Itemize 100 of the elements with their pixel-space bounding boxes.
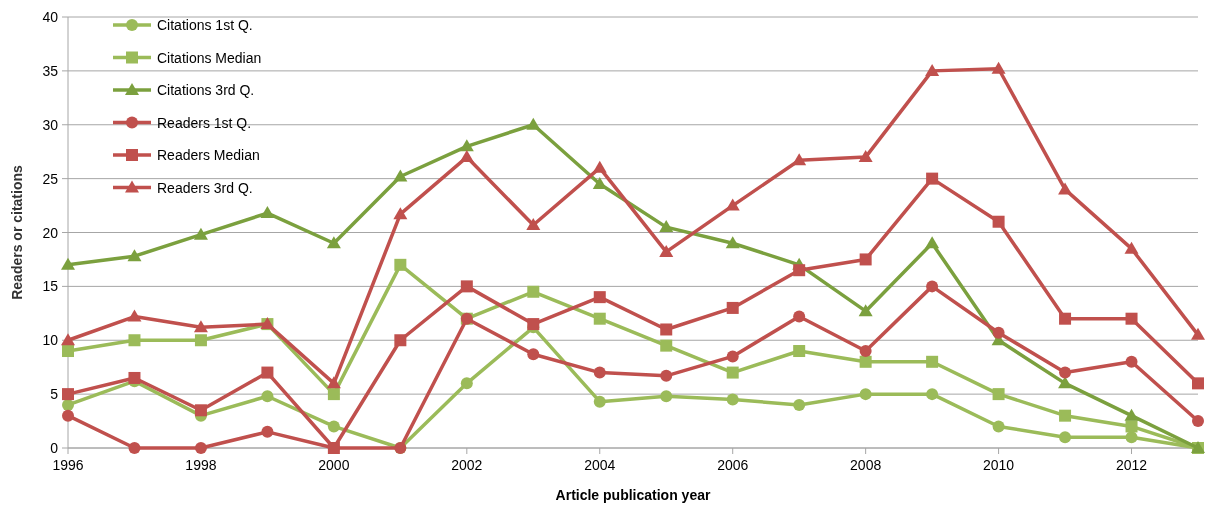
point — [193, 320, 208, 333]
point — [460, 377, 473, 390]
point — [925, 236, 940, 249]
point — [526, 217, 541, 230]
point — [393, 207, 408, 220]
point — [261, 366, 274, 379]
x-tick-label: 2010 — [983, 457, 1015, 473]
x-tick-label: 2008 — [850, 457, 882, 473]
x-tick-label: 2002 — [451, 457, 483, 473]
y-tick-label: 20 — [42, 224, 59, 241]
x-tick-label: 2000 — [318, 457, 350, 473]
y-tick-label: 25 — [42, 170, 59, 187]
point — [592, 160, 607, 173]
point — [459, 139, 474, 152]
point — [593, 395, 606, 408]
point — [793, 264, 806, 277]
point — [62, 388, 74, 401]
point — [326, 236, 341, 249]
point — [128, 334, 141, 347]
y-axis-title: Readers or citations — [9, 164, 25, 300]
legend-label: Citations 1st Q. — [157, 17, 253, 33]
point — [926, 355, 939, 368]
x-tick-label: 1998 — [185, 457, 217, 473]
point — [261, 425, 274, 438]
point — [1125, 355, 1138, 368]
point — [726, 301, 739, 314]
legend-label: Readers 1st Q. — [157, 114, 252, 131]
point — [193, 227, 208, 240]
point — [1058, 182, 1073, 195]
point — [725, 236, 740, 249]
point — [460, 280, 473, 293]
legend-label: Readers 3rd Q. — [157, 179, 253, 196]
point — [527, 348, 540, 361]
point — [1192, 415, 1204, 428]
point — [926, 388, 939, 401]
point — [793, 310, 806, 323]
point — [859, 253, 872, 266]
point — [659, 220, 674, 233]
point — [61, 257, 75, 270]
x-axis-title: Article publication year — [555, 487, 711, 503]
point — [1059, 366, 1072, 379]
point — [1191, 327, 1205, 340]
point — [527, 285, 540, 298]
point — [991, 61, 1006, 74]
point — [792, 153, 807, 166]
point — [127, 309, 142, 322]
point — [128, 442, 141, 454]
point — [992, 326, 1005, 339]
legend-label: Citations 3rd Q. — [157, 82, 255, 98]
point — [394, 334, 407, 347]
point — [1059, 409, 1072, 422]
point — [1125, 420, 1138, 433]
y-tick-label: 10 — [42, 332, 59, 349]
point — [859, 345, 872, 358]
point — [858, 304, 873, 317]
point — [1124, 408, 1139, 421]
point — [459, 150, 474, 163]
point — [992, 388, 1005, 401]
point — [660, 369, 673, 382]
point — [660, 323, 673, 336]
point — [62, 409, 74, 422]
point — [1059, 431, 1072, 444]
point — [326, 376, 341, 389]
point — [1124, 241, 1139, 254]
point — [925, 63, 940, 76]
y-tick-label: 0 — [50, 440, 59, 456]
point — [858, 150, 873, 163]
point — [592, 177, 607, 190]
point — [593, 291, 606, 304]
point — [593, 312, 606, 325]
y-tick-label: 35 — [42, 62, 59, 79]
y-tick-label: 5 — [50, 386, 59, 403]
point — [526, 117, 541, 130]
point — [260, 206, 275, 219]
x-tick-label: 2004 — [584, 457, 616, 473]
point — [394, 258, 407, 271]
point — [327, 420, 340, 433]
point — [194, 442, 207, 454]
point — [261, 390, 274, 403]
point — [393, 169, 408, 182]
x-tick-label: 2012 — [1115, 457, 1148, 473]
point — [660, 339, 673, 352]
x-tick-label: 1996 — [52, 457, 84, 473]
legend-label: Readers Median — [157, 147, 260, 163]
y-tick-label: 30 — [42, 116, 59, 133]
point — [1125, 312, 1138, 325]
point — [992, 215, 1005, 228]
point — [194, 404, 207, 417]
legend-label: Citations Median — [157, 49, 262, 66]
point — [194, 334, 207, 347]
point — [660, 390, 673, 403]
y-tick-label: 15 — [42, 278, 59, 295]
y-tick-label: 40 — [42, 9, 59, 25]
point — [61, 333, 75, 346]
point — [127, 249, 142, 262]
point — [327, 388, 340, 401]
point — [62, 345, 74, 358]
point — [128, 371, 141, 384]
point — [1058, 376, 1073, 389]
point — [1125, 431, 1138, 444]
